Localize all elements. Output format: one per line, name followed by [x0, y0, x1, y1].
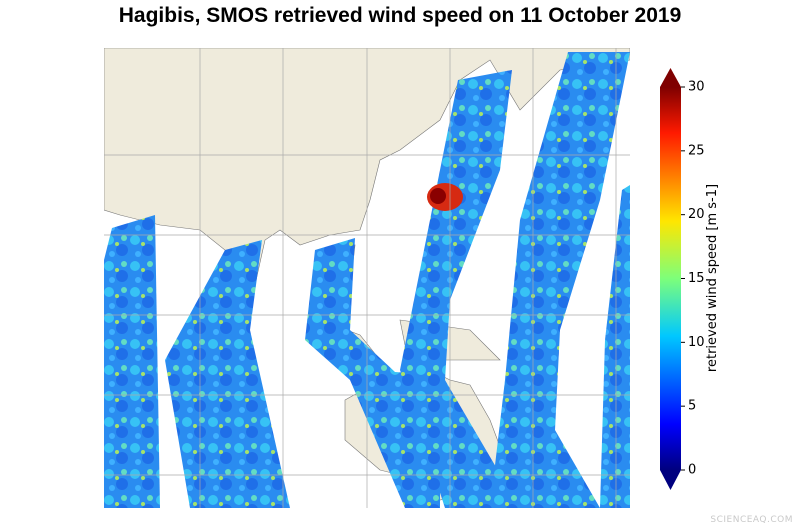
colorbar-extend-min: [660, 470, 681, 490]
colorbar-extend-max: [660, 68, 681, 87]
colorbar: retrieved wind speed [m s-1] 0 5 10 15 20 25 3…: [660, 68, 720, 490]
map: [104, 48, 630, 508]
title: Hagibis, SMOS retrieved wind speed on 11…: [119, 4, 682, 27]
colorbar-scale: [660, 87, 681, 470]
colorbar-tick-label: 15: [688, 271, 705, 286]
colorbar-tick-label: 10: [688, 335, 705, 350]
colorbar-tick-label: 20: [688, 207, 705, 222]
colorbar-label: retrieved wind speed [m s-1]: [705, 184, 720, 372]
watermark: SCIENCEAQ.COM: [710, 515, 793, 525]
colorbar-tick-label: 5: [688, 399, 696, 414]
colorbar-tick-label: 0: [688, 463, 696, 478]
colorbar-tick-label: 30: [688, 80, 705, 95]
colorbar-tick-label: 25: [688, 143, 705, 158]
